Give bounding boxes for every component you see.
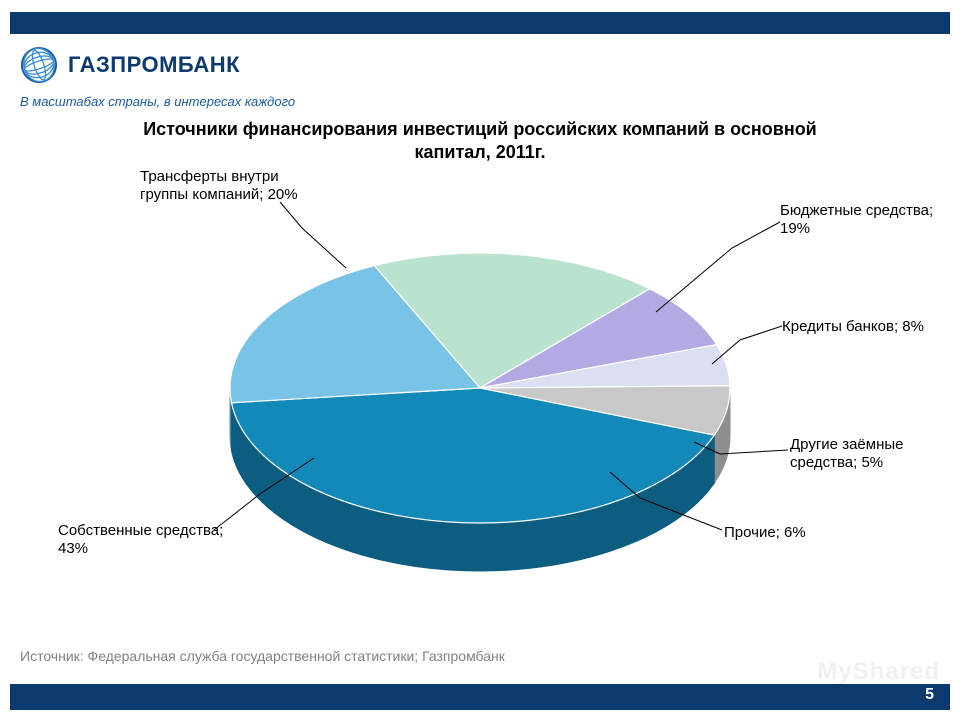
globe-icon <box>20 46 58 84</box>
page-number: 5 <box>925 686 934 704</box>
footer-bar <box>10 684 950 710</box>
label-otherdebt: Другие заёмные средства; 5% <box>790 436 903 472</box>
chart-title: Источники финансирования инвестиций росс… <box>0 118 960 163</box>
label-bankcredit: Кредиты банков; 8% <box>782 318 924 336</box>
header-bar <box>10 12 950 34</box>
watermark: MyShared <box>817 658 940 686</box>
brand-name: ГАЗПРОМБАНК <box>68 52 240 78</box>
tagline: В масштабах страны, в интересах каждого <box>20 94 295 109</box>
label-own: Собственные средства; 43% <box>58 522 223 558</box>
pie-chart: Бюджетные средства; 19% Кредиты банков; 8… <box>0 158 960 618</box>
label-transfers: Трансферты внутри группы компаний; 20% <box>140 168 298 204</box>
source-note: Источник: Федеральная служба государстве… <box>20 648 505 664</box>
brand: ГАЗПРОМБАНК <box>20 46 240 84</box>
label-budget: Бюджетные средства; 19% <box>780 202 933 238</box>
label-other: Прочие; 6% <box>724 524 806 542</box>
